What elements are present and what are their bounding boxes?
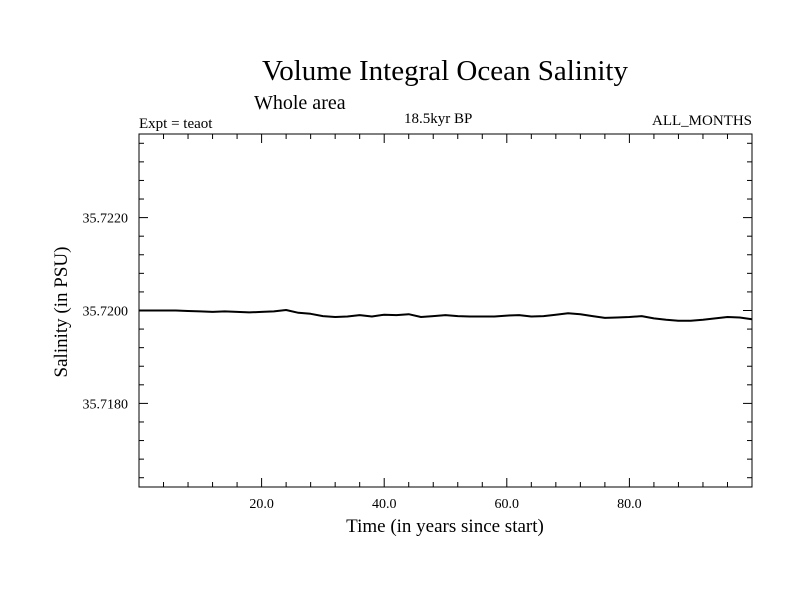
chart-subtitle: Whole area — [254, 92, 346, 114]
x-axis-label: Time (in years since start) — [346, 516, 544, 537]
y-tick-label: 35.7200 — [83, 305, 129, 320]
salinity-series-line — [139, 309, 753, 322]
y-tick-label: 35.7180 — [83, 397, 129, 412]
x-tick-label: 60.0 — [495, 497, 520, 512]
period-label: 18.5kyr BP — [404, 111, 473, 127]
x-tick-label: 40.0 — [372, 497, 397, 512]
y-tick-label: 35.7220 — [83, 212, 129, 227]
experiment-label: Expt = teaot — [139, 116, 213, 132]
x-tick-label: 20.0 — [249, 497, 274, 512]
x-tick-label: 80.0 — [617, 497, 642, 512]
y-ticks: 35.7180 35.7200 35.7220 — [83, 142, 752, 479]
x-ticks: 20.0 40.0 60.0 80.0 — [163, 134, 728, 512]
chart-title: Volume Integral Ocean Salinity — [262, 55, 628, 87]
months-label: ALL_MONTHS — [652, 113, 752, 129]
plot-frame — [138, 133, 753, 488]
